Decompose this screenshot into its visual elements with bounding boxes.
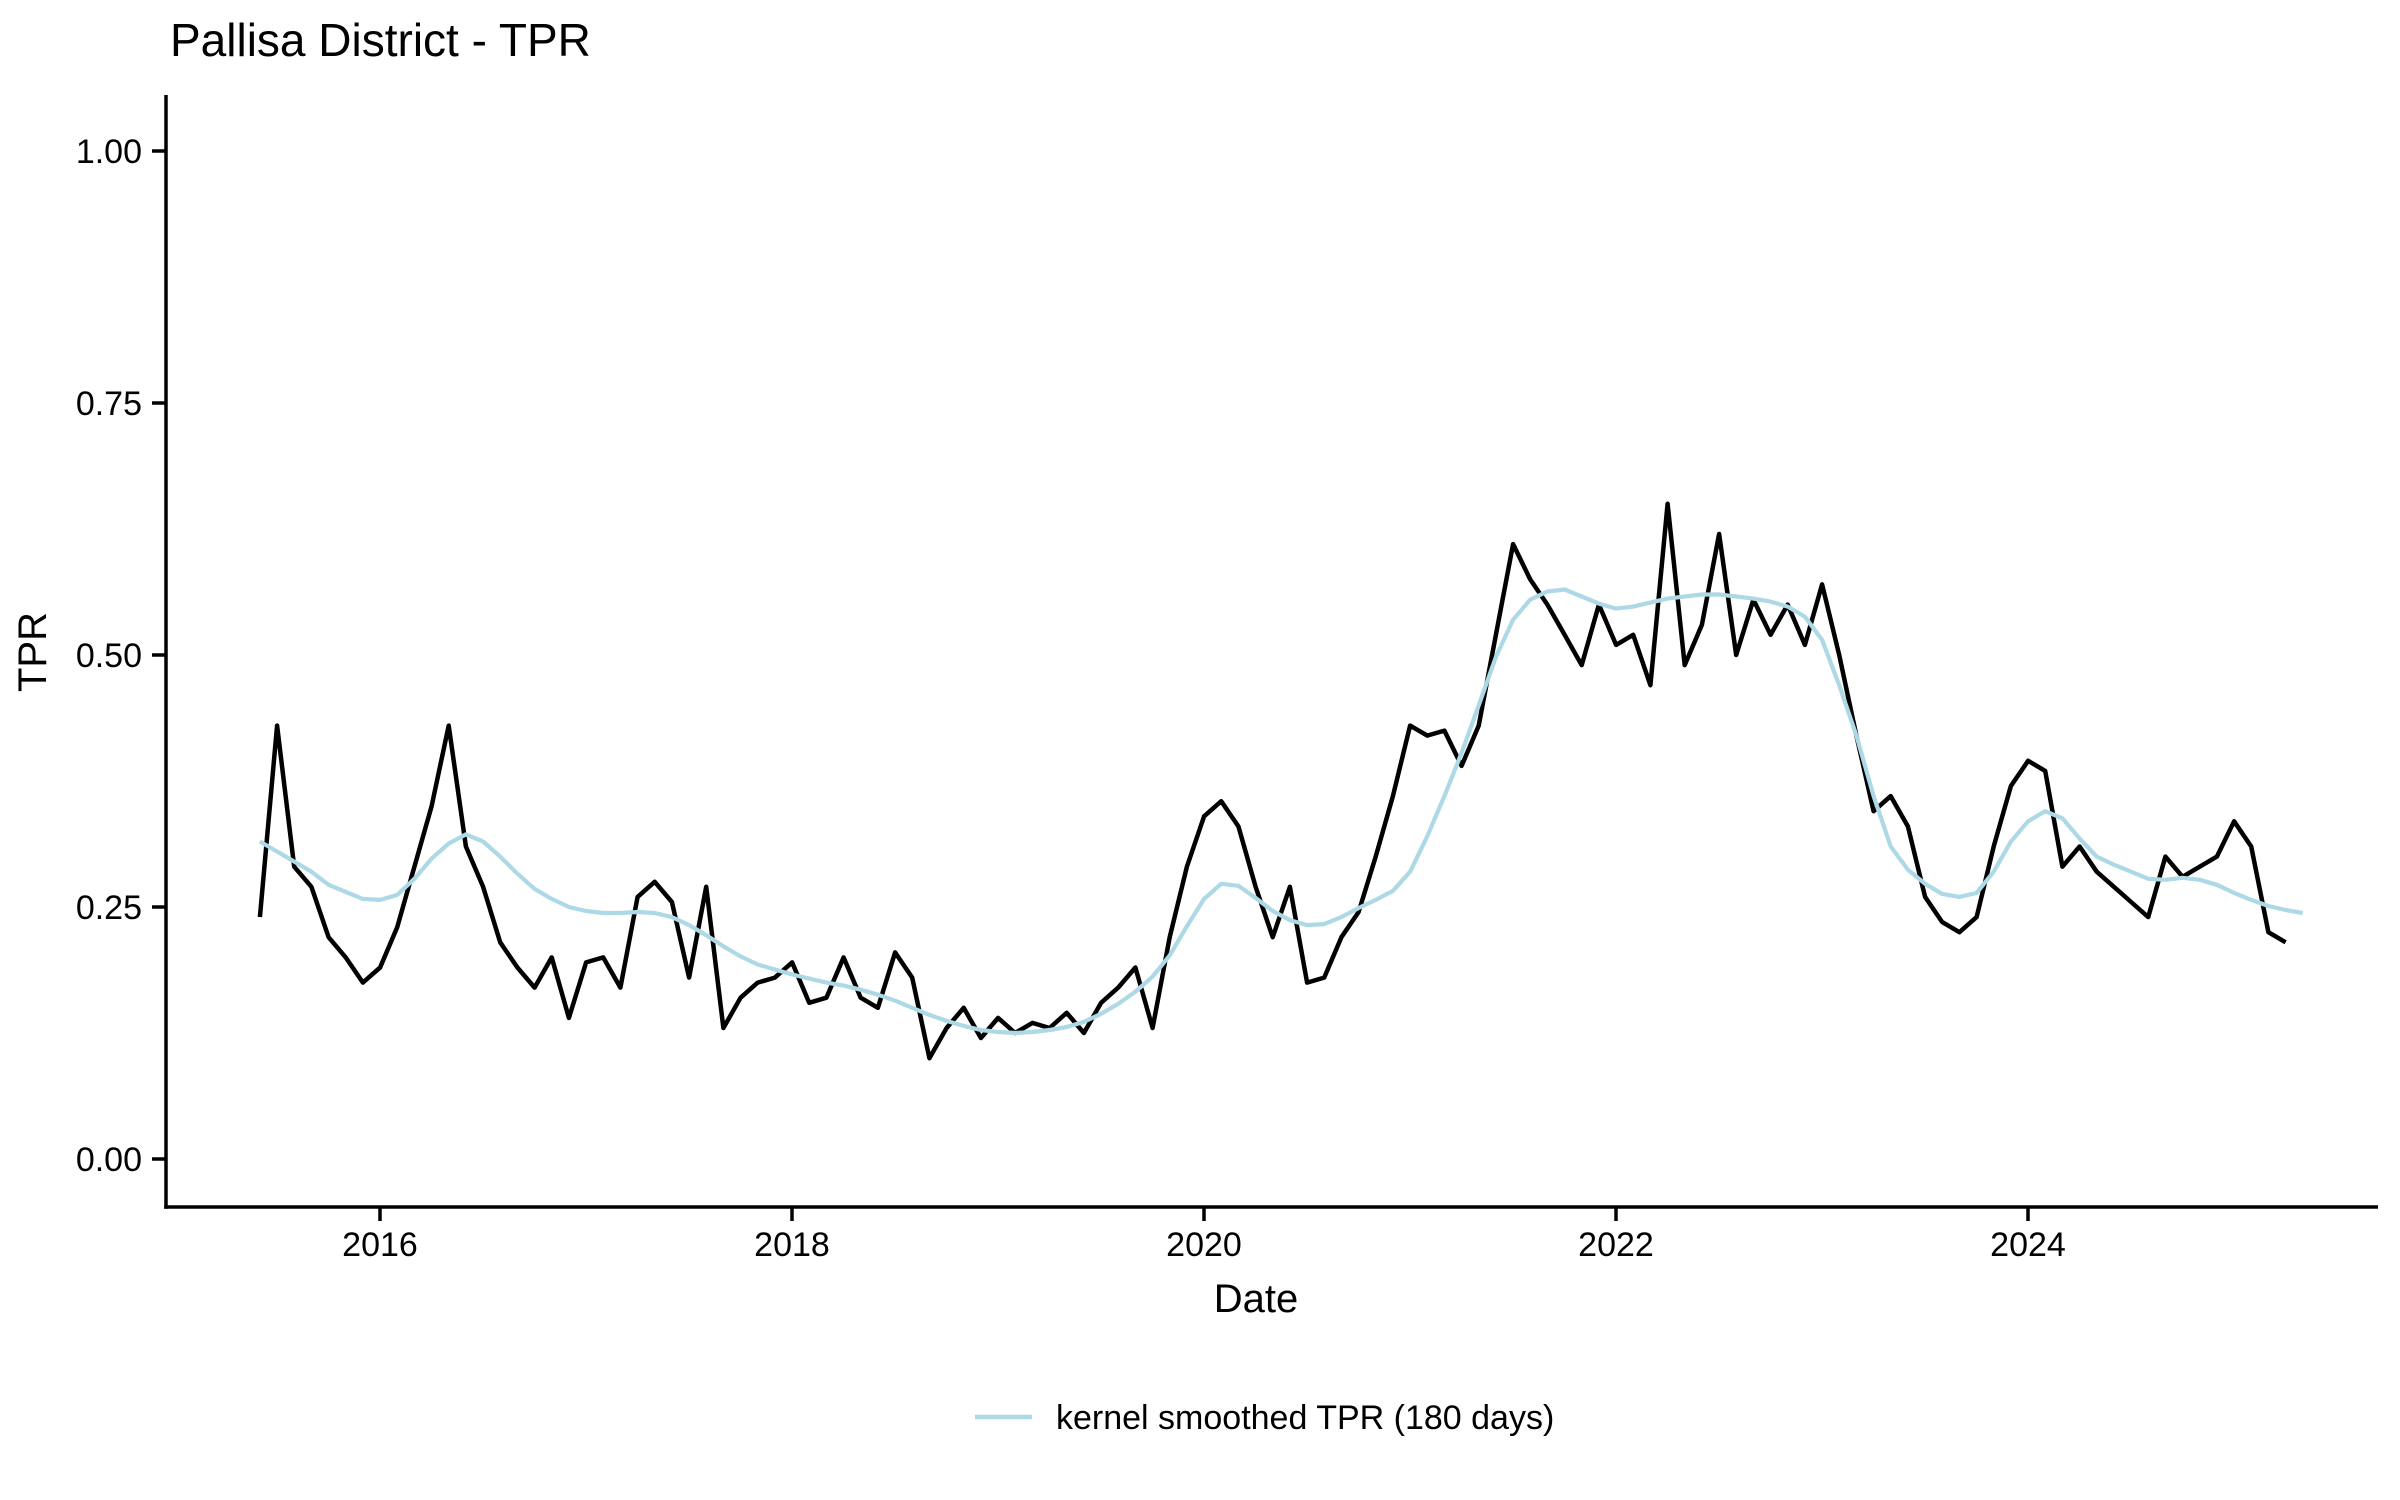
y-tick-label-1.00: 1.00 bbox=[76, 133, 142, 171]
y-axis-ticks: 0.00 0.25 0.50 0.75 1.00 bbox=[76, 133, 166, 1179]
x-tick-label-2018: 2018 bbox=[754, 1226, 830, 1264]
plot-series bbox=[257, 501, 2304, 1061]
smoothed-tpr-line bbox=[258, 587, 2304, 1036]
chart-title: Pallisa District - TPR bbox=[170, 14, 591, 66]
x-tick-label-2016: 2016 bbox=[342, 1226, 418, 1264]
x-tick-label-2022: 2022 bbox=[1578, 1226, 1654, 1264]
y-axis-title: TPR bbox=[11, 612, 55, 692]
x-axis-ticks: 2016 2018 2020 2022 2024 bbox=[342, 1207, 2066, 1264]
legend-label: kernel smoothed TPR (180 days) bbox=[1056, 1399, 1554, 1437]
y-tick-label-0.75: 0.75 bbox=[76, 385, 142, 423]
x-axis-title: Date bbox=[1214, 1277, 1299, 1321]
y-tick-label-0.50: 0.50 bbox=[76, 637, 142, 675]
tpr-line bbox=[257, 501, 2287, 1061]
y-tick-label-0.00: 0.00 bbox=[76, 1141, 142, 1179]
y-tick-label-0.25: 0.25 bbox=[76, 889, 142, 927]
x-tick-label-2020: 2020 bbox=[1166, 1226, 1242, 1264]
x-tick-label-2024: 2024 bbox=[1990, 1226, 2066, 1264]
legend: kernel smoothed TPR (180 days) bbox=[975, 1399, 1554, 1437]
